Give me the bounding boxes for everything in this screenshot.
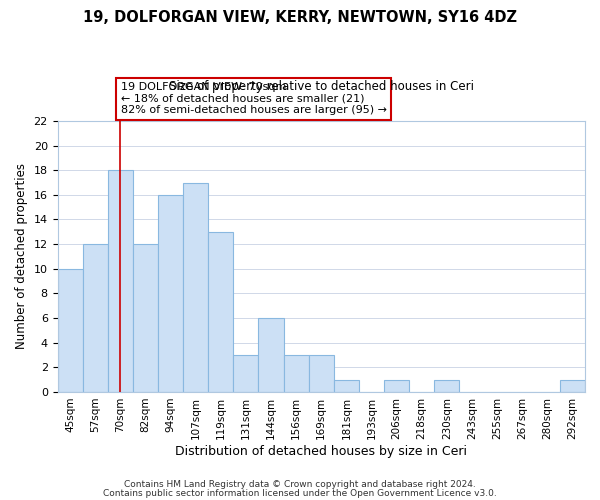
Text: 19 DOLFORGAN VIEW: 70sqm
← 18% of detached houses are smaller (21)
82% of semi-d: 19 DOLFORGAN VIEW: 70sqm ← 18% of detach… bbox=[121, 82, 387, 116]
Bar bbox=[284, 355, 309, 392]
X-axis label: Distribution of detached houses by size in Ceri: Distribution of detached houses by size … bbox=[175, 444, 467, 458]
Bar bbox=[233, 355, 259, 392]
Bar bbox=[309, 355, 334, 392]
Bar bbox=[108, 170, 133, 392]
Text: 19, DOLFORGAN VIEW, KERRY, NEWTOWN, SY16 4DZ: 19, DOLFORGAN VIEW, KERRY, NEWTOWN, SY16… bbox=[83, 10, 517, 25]
Text: Contains HM Land Registry data © Crown copyright and database right 2024.: Contains HM Land Registry data © Crown c… bbox=[124, 480, 476, 489]
Bar bbox=[334, 380, 359, 392]
Bar bbox=[58, 269, 83, 392]
Bar bbox=[158, 195, 183, 392]
Bar bbox=[560, 380, 585, 392]
Bar bbox=[133, 244, 158, 392]
Text: Contains public sector information licensed under the Open Government Licence v3: Contains public sector information licen… bbox=[103, 488, 497, 498]
Bar bbox=[183, 182, 208, 392]
Bar bbox=[259, 318, 284, 392]
Bar bbox=[434, 380, 460, 392]
Bar bbox=[384, 380, 409, 392]
Bar bbox=[83, 244, 108, 392]
Bar bbox=[208, 232, 233, 392]
Y-axis label: Number of detached properties: Number of detached properties bbox=[15, 164, 28, 350]
Title: Size of property relative to detached houses in Ceri: Size of property relative to detached ho… bbox=[169, 80, 474, 94]
